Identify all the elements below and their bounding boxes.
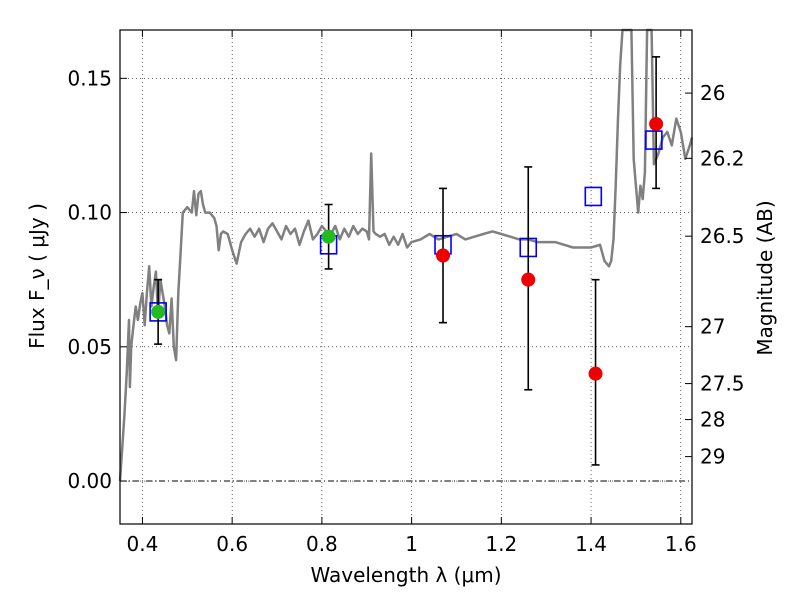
right-axis-ticks: 26 26.2 26.5 27 27.5 28 29 bbox=[685, 81, 745, 469]
x-tick-label: 1 bbox=[405, 532, 418, 556]
model-flux-boxes bbox=[149, 130, 663, 322]
template-spectrum-line bbox=[118, 28, 694, 482]
x-tick-label: 0.8 bbox=[306, 532, 338, 556]
observed-flux-dot bbox=[588, 366, 603, 381]
y-tick-label: 0.00 bbox=[67, 469, 112, 493]
x-tick-label: 1.2 bbox=[485, 532, 517, 556]
y-tick-label: 0.15 bbox=[67, 66, 112, 90]
grid-lines bbox=[120, 30, 692, 524]
right-tick-label: 26.2 bbox=[700, 146, 745, 170]
right-tick-label: 27.5 bbox=[700, 372, 745, 396]
right-axis-title: Magnitude (AB) bbox=[753, 200, 777, 355]
y-tick-label: 0.10 bbox=[67, 201, 112, 225]
y-tick-label: 0.05 bbox=[67, 335, 112, 359]
x-tick-label: 0.4 bbox=[127, 532, 159, 556]
error-bars bbox=[154, 56, 661, 466]
y-axis-title: Flux F_ν ( μJy ) bbox=[25, 203, 49, 349]
observed-flux-dot bbox=[436, 248, 451, 263]
observed-flux-dot bbox=[521, 272, 536, 287]
right-tick-label: 26.5 bbox=[700, 224, 745, 248]
right-tick-label: 26 bbox=[700, 81, 725, 105]
observed-flux-dot bbox=[151, 304, 166, 319]
right-tick-label: 27 bbox=[700, 315, 725, 339]
observed-flux-points bbox=[151, 116, 664, 381]
x-axis-title: Wavelength λ (μm) bbox=[310, 563, 501, 587]
model-flux-box bbox=[584, 186, 603, 207]
x-tick-label: 1.6 bbox=[665, 532, 697, 556]
right-tick-label: 29 bbox=[700, 445, 725, 469]
x-tick-label: 0.6 bbox=[216, 532, 248, 556]
x-tick-label: 1.4 bbox=[575, 532, 607, 556]
model-flux-box bbox=[645, 130, 663, 150]
observed-flux-dot bbox=[321, 229, 336, 244]
y-axis-ticks: 0.00 0.05 0.10 0.15 bbox=[67, 66, 127, 493]
right-tick-label: 28 bbox=[700, 408, 725, 432]
plot-frame bbox=[119, 29, 693, 525]
x-axis-ticks: 0.4 0.6 0.8 1 1.2 1.4 1.6 bbox=[127, 30, 697, 556]
observed-flux-dot bbox=[649, 116, 664, 131]
